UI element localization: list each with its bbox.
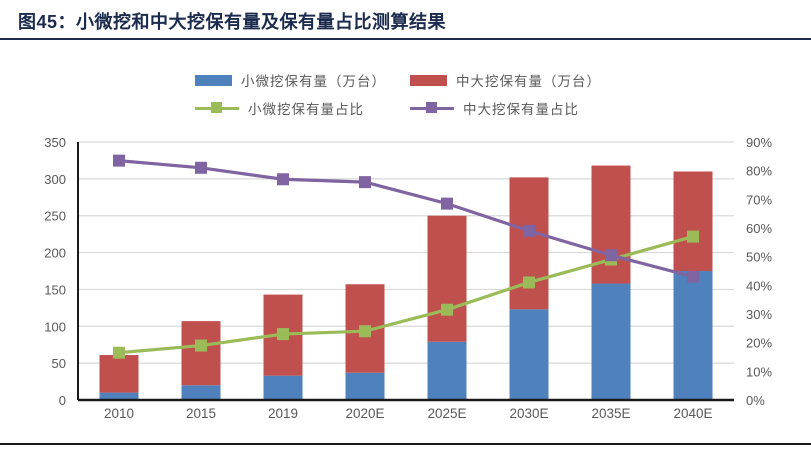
right-axis-tick: 90% <box>746 135 772 150</box>
right-axis-tick: 70% <box>746 192 772 207</box>
legend-label: 小微挖保有量占比 <box>248 102 364 117</box>
right-axis-tick: 40% <box>746 278 772 293</box>
line-marker <box>277 328 289 341</box>
right-axis-tick: 80% <box>746 164 772 179</box>
line-marker <box>113 154 125 167</box>
right-axis-tick: 20% <box>746 336 772 351</box>
bar-segment-small-2040E <box>673 271 713 400</box>
bar-segment-small-2019 <box>263 375 303 400</box>
line-marker <box>687 230 699 243</box>
bar-series <box>99 165 713 400</box>
line-marker <box>523 224 535 237</box>
legend-label: 中大挖保有量（万台） <box>456 74 601 89</box>
bottom-divider <box>0 443 811 445</box>
bar-segment-large-2040E <box>673 171 713 271</box>
x-axis-label: 2030E <box>509 406 548 421</box>
chart-legend: 小微挖保有量（万台） 中大挖保有量（万台） 小微挖保有量占比 中大挖保 <box>195 66 625 122</box>
legend-item-small-excavator-bar: 小微挖保有量（万台） <box>195 70 410 90</box>
bar-segment-large-2035E <box>591 165 631 284</box>
bar-segment-small-2035E <box>591 283 631 400</box>
x-axis-label: 2020E <box>345 406 384 421</box>
right-axis-tick: 10% <box>746 364 772 379</box>
line-marker <box>605 249 617 262</box>
line-marker <box>359 325 371 338</box>
legend-row-bars: 小微挖保有量（万台） 中大挖保有量（万台） <box>195 66 625 94</box>
left-axis-tick: 250 <box>44 209 66 224</box>
legend-item-small-excavator-share: 小微挖保有量占比 <box>195 98 410 118</box>
bar-segment-large-2015 <box>181 321 221 386</box>
legend-swatch-large-line <box>410 102 454 114</box>
bar-segment-small-2020E <box>345 372 385 400</box>
legend-swatch-small-bar <box>195 74 232 86</box>
x-axis-label: 2035E <box>591 406 630 421</box>
legend-item-large-excavator-bar: 中大挖保有量（万台） <box>410 70 625 90</box>
legend-row-lines: 小微挖保有量占比 中大挖保有量占比 <box>195 94 625 122</box>
line-marker <box>523 276 535 289</box>
x-axis-label: 2015 <box>186 406 216 421</box>
line-series-small-share <box>113 230 699 359</box>
bar-segment-small-2025E <box>427 341 467 400</box>
legend-swatch-large-bar <box>410 74 447 86</box>
legend-swatch-small-line <box>195 102 239 114</box>
left-axis-tick: 350 <box>44 135 66 150</box>
left-axis-tick: 300 <box>44 172 66 187</box>
line-marker <box>195 161 207 174</box>
line-marker <box>195 339 207 352</box>
legend-label: 小微挖保有量（万台） <box>241 74 386 89</box>
left-axis-tick: 150 <box>44 282 66 297</box>
left-axis-tick: 50 <box>52 356 66 371</box>
title-divider <box>0 38 811 40</box>
right-axis-tick: 30% <box>746 307 772 322</box>
axis-ticks: 0 50 100 150 200 250 300 350 0% 10% 20% 30% 40% 50% 60… <box>44 135 772 408</box>
line-series-large-share <box>113 154 699 283</box>
chart-canvas: 0 50 100 150 200 250 300 350 0% 10% 20% 30% 40% 50% 60… <box>44 135 772 421</box>
line-marker <box>441 303 453 316</box>
legend-label: 中大挖保有量占比 <box>463 102 579 117</box>
legend-item-large-excavator-share: 中大挖保有量占比 <box>410 98 625 118</box>
line-path <box>118 235 694 355</box>
bar-segment-small-2010 <box>99 392 139 400</box>
line-path <box>118 159 694 279</box>
left-axis-tick: 0 <box>59 393 66 408</box>
legend-marker-glyph <box>211 102 222 113</box>
line-marker <box>277 173 289 186</box>
x-axis-label: 2010 <box>104 406 134 421</box>
left-axis-tick: 100 <box>44 319 66 334</box>
legend-marker-glyph <box>426 102 437 113</box>
bar-segment-small-2015 <box>181 385 221 400</box>
line-marker <box>359 176 371 189</box>
bar-segment-large-2025E <box>427 215 467 342</box>
right-axis-tick: 50% <box>746 250 772 265</box>
bar-segment-large-2030E <box>509 177 549 310</box>
line-marker <box>687 270 699 283</box>
line-marker <box>441 197 453 210</box>
bar-segment-small-2030E <box>509 309 549 400</box>
x-axis-label: 2025E <box>427 406 466 421</box>
right-axis-tick: 0% <box>746 393 765 408</box>
line-marker <box>113 346 125 359</box>
figure-title: 图45：小微挖和中大挖保有量及保有量占比测算结果 <box>18 12 447 32</box>
x-axis-label: 2019 <box>268 406 298 421</box>
left-axis-tick: 200 <box>44 246 66 261</box>
right-axis-tick: 60% <box>746 221 772 236</box>
bar-segment-large-2010 <box>99 355 139 393</box>
x-axis-label: 2040E <box>673 406 712 421</box>
